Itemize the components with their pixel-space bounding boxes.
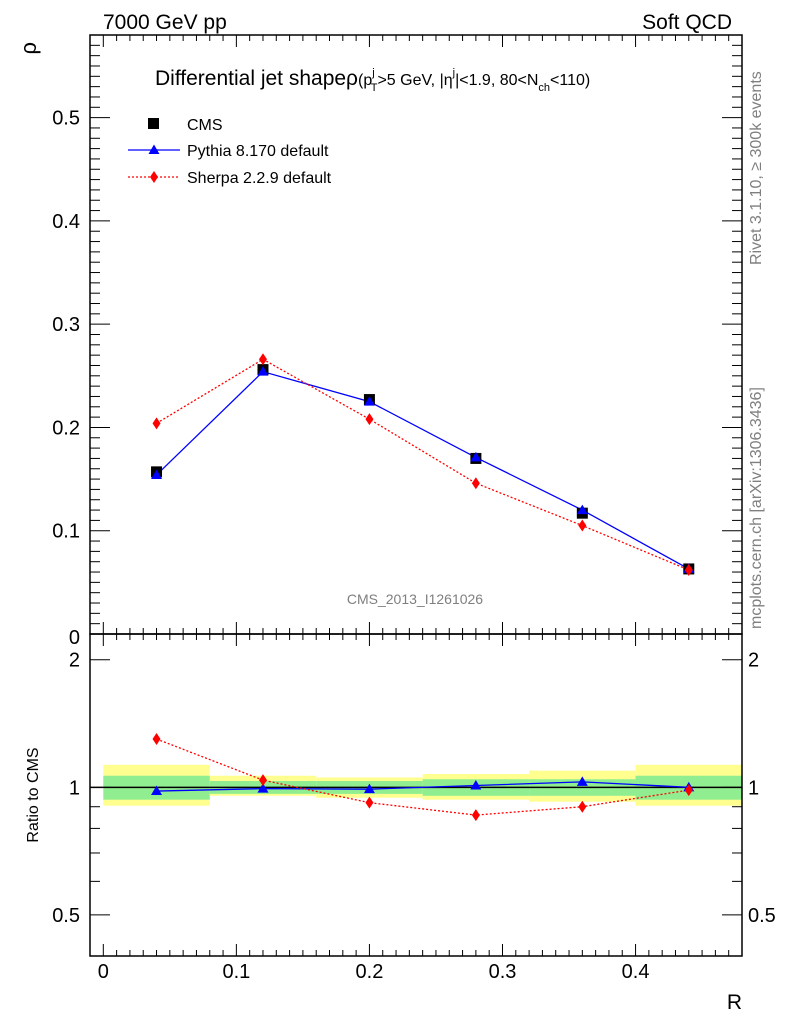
- ratio-x-tick-label: 0.4: [622, 961, 650, 983]
- header-left-label: 7000 GeV pp: [103, 11, 227, 34]
- ratio-y-axis-label: Ratio to CMS: [25, 747, 42, 842]
- ratio-pythia-8-170-default-point: [363, 783, 375, 794]
- ratio-sherpa-2-2-9-default-point: [578, 800, 587, 813]
- main-pythia-8-170-default-line: [156, 370, 690, 570]
- legend-pythia-marker: [148, 144, 160, 154]
- ratio-x-tick-label: 0.3: [489, 961, 517, 983]
- ratio-sherpa-2-2-9-default-point: [471, 809, 480, 822]
- ratio-sherpa-2-2-9-default-line: [156, 738, 689, 816]
- legend-sherpa-label: Sherpa 2.2.9 default: [187, 170, 332, 187]
- main-y-tick-label: 0.3: [52, 314, 80, 336]
- ratio-y-tick-label-right: 1: [748, 777, 759, 799]
- main-pythia-8-170-default-point: [151, 469, 163, 479]
- ratio-pythia-8-170-default-point: [151, 785, 163, 796]
- title-sub-T: T: [371, 82, 378, 94]
- chart-title: Differential jet shapeρ(pj T>5 GeV, |ηj|<…: [155, 67, 590, 94]
- main-sherpa-2-2-9-default-point: [684, 563, 693, 576]
- ratio-y-tick-label: 0.5: [52, 905, 80, 927]
- main-sherpa-2-2-9-default-point: [471, 477, 480, 490]
- ratio-y-tick-label: 2: [69, 650, 80, 672]
- ratio-sherpa-2-2-9-default-point: [152, 733, 161, 746]
- main-pythia-8-170-default-point: [363, 396, 375, 406]
- side-label-bottom: mcplots.cern.ch [arXiv:1306.3436]: [748, 387, 765, 629]
- ratio-y-tick-label: 1: [69, 777, 80, 799]
- main-pythia-8-170-default-point: [576, 504, 588, 515]
- ratio-pythia-8-170-default-point: [257, 783, 269, 793]
- title-sub-end: <110): [550, 72, 590, 89]
- ratio-pythia-8-170-default-line: [156, 781, 689, 792]
- title-sub-tail: |<1.9, 80<N: [455, 72, 538, 89]
- main-sherpa-2-2-9-default-line: [156, 358, 690, 571]
- title-sub-sup-j: j: [371, 67, 374, 79]
- ratio-panel: Ratio to CMS R: [25, 633, 743, 1014]
- ratio-x-tick-label: 0: [98, 961, 109, 983]
- main-pythia-8-170-default-point: [470, 451, 482, 462]
- main-sherpa-2-2-9-default-point: [152, 417, 161, 430]
- analysis-watermark: CMS_2013_I1261026: [347, 591, 483, 607]
- ratio-x-tick-label: 0.1: [222, 961, 250, 983]
- title-sub-mid: >5 GeV, |η: [377, 72, 452, 89]
- main-y-axis-label: ρ: [16, 42, 41, 55]
- title-sub-ch: ch: [538, 82, 550, 94]
- main-sherpa-2-2-9-default-point: [365, 413, 374, 426]
- ratio-pythia-8-170-default-point: [470, 779, 482, 790]
- ratio-sherpa-2-2-9-default-point: [258, 774, 267, 787]
- chart-title-main: Differential jet shapeρ: [155, 67, 358, 90]
- legend-pythia-label: Pythia 8.170 default: [187, 143, 329, 160]
- ratio-sherpa-2-2-9-default-point: [365, 796, 374, 809]
- ratio-y-tick-label-right: 2: [748, 650, 759, 672]
- main-y-tick-label: 0.4: [52, 211, 80, 233]
- ratio-pythia-8-170-default-point: [576, 776, 588, 786]
- legend-cms-label: CMS: [187, 117, 223, 134]
- side-label-top: Rivet 3.1.10, ≥ 300k events: [748, 71, 765, 265]
- main-sherpa-2-2-9-default-point: [258, 353, 267, 366]
- main-y-tick-label: 0.2: [52, 417, 80, 439]
- chart-marks: 0 0.1 0.2 0.3 0.4 0.1 0.2 0.3 0.4 0.5 0.5 0.5 1 1 2 2: [52, 34, 776, 983]
- legend-cms-marker: [148, 118, 159, 129]
- main-y-tick-label: 0.1: [52, 521, 80, 543]
- ratio-x-axis-label: R: [727, 991, 742, 1014]
- title-sub-sup-j2: j: [452, 67, 455, 79]
- title-sub-open: (p: [358, 72, 372, 89]
- ratio-x-tick-label: 0.2: [356, 961, 384, 983]
- main-sherpa-2-2-9-default-point: [578, 519, 587, 532]
- main-y-zero-label: 0: [69, 627, 80, 649]
- ratio-bands: [90, 764, 742, 806]
- header-right-label: Soft QCD: [642, 11, 732, 34]
- ratio-y-tick-label-right: 0.5: [748, 905, 776, 927]
- legend: CMS Pythia 8.170 default Sherpa 2.2.9 de…: [128, 117, 332, 187]
- main-y-tick-label: 0.5: [52, 108, 80, 130]
- main-panel: ρ 0 Differential jet shapeρ(pj T>5 GeV, |…: [16, 34, 743, 649]
- legend-sherpa-marker: [150, 171, 158, 183]
- ratio-sherpa-2-2-9-default-point: [684, 784, 693, 797]
- main-pythia-8-170-default-point: [257, 366, 269, 376]
- ratio-frame: [89, 633, 743, 957]
